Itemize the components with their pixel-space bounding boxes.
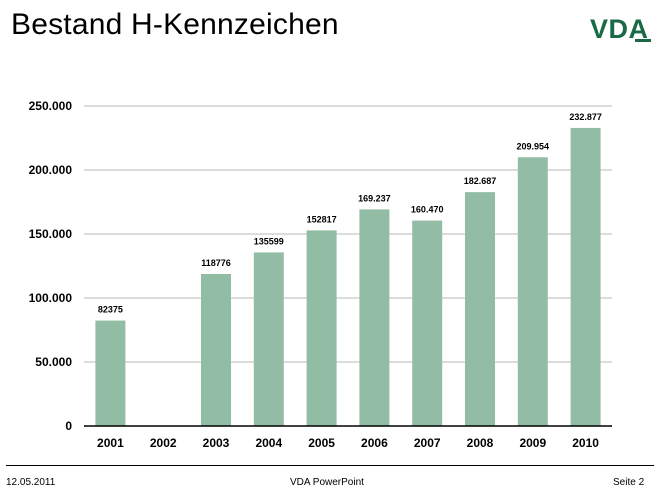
logo-underline [635, 39, 651, 42]
x-tick-label: 2009 [519, 436, 546, 450]
y-tick-label: 150.000 [29, 227, 73, 241]
x-tick-label: 2001 [97, 436, 124, 450]
footer-center-text: VDA PowerPoint [290, 477, 364, 488]
bar [95, 320, 126, 426]
x-tick-label: 2004 [255, 436, 282, 450]
footer-page-number: Seite 2 [613, 477, 645, 488]
y-tick-label: 200.000 [29, 163, 73, 177]
x-tick-label: 2002 [150, 436, 177, 450]
footer-date: 12.05.2011 [6, 477, 56, 488]
data-label: 209.954 [517, 141, 550, 151]
y-tick-label: 0 [65, 419, 72, 433]
bar [412, 220, 443, 426]
bar [517, 157, 548, 426]
y-tick-label: 50.000 [35, 355, 72, 369]
data-label: 169.237 [358, 193, 391, 203]
y-tick-label: 250.000 [29, 99, 73, 113]
footer-divider [6, 465, 654, 466]
data-label: 160.470 [411, 205, 444, 215]
bar [306, 230, 337, 426]
data-label: 182.687 [464, 176, 497, 186]
x-tick-label: 2010 [572, 436, 599, 450]
data-label: 152817 [307, 214, 337, 224]
bar [359, 209, 390, 426]
bar [201, 273, 231, 426]
data-label: 118776 [201, 258, 231, 268]
x-tick-label: 2005 [308, 436, 335, 450]
x-tick-label: 2006 [361, 436, 388, 450]
y-tick-label: 100.000 [29, 291, 73, 305]
data-label: 232.877 [569, 112, 602, 122]
bar [253, 252, 284, 426]
bar [465, 192, 495, 426]
slide-title: Bestand H-Kennzeichen [11, 8, 339, 41]
x-tick-label: 2003 [203, 436, 230, 450]
data-label: 82375 [98, 305, 123, 315]
data-label: 135599 [254, 236, 284, 246]
bar [570, 127, 601, 426]
x-tick-label: 2008 [467, 436, 494, 450]
x-tick-label: 2007 [414, 436, 441, 450]
